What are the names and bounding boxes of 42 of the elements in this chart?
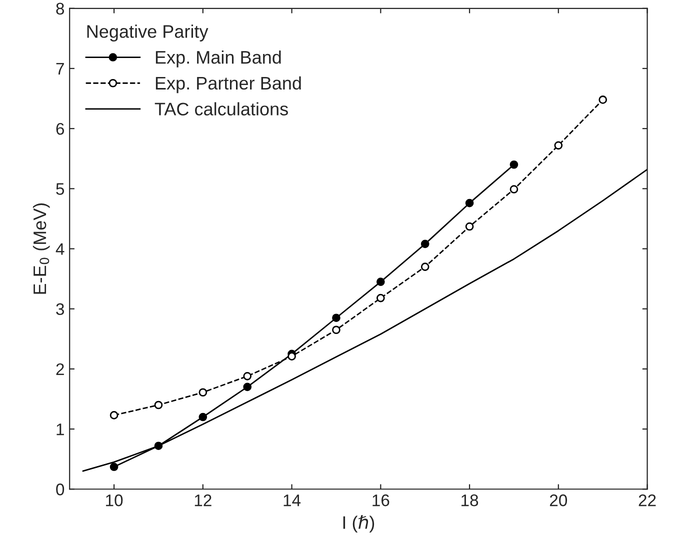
y-tick-label: 4 xyxy=(56,243,64,255)
point xyxy=(510,160,518,169)
point xyxy=(554,141,563,150)
x-tick-label: 10 xyxy=(106,494,123,506)
point xyxy=(376,278,385,286)
point xyxy=(332,314,340,322)
point xyxy=(110,462,118,472)
x-tick-label: 20 xyxy=(550,494,568,506)
point xyxy=(198,388,208,397)
y-tick-label: 5 xyxy=(56,183,64,195)
x-tick-label: 14 xyxy=(284,494,301,506)
point xyxy=(243,372,252,380)
legend-label: Exp. Main Band xyxy=(156,50,281,68)
y-axis-title: E-E$_{0}$ (MeV) xyxy=(32,203,50,294)
legend-title: Negative Parity xyxy=(87,24,208,42)
y-tick-label: 2 xyxy=(56,363,64,375)
y-tick-label: 8 xyxy=(56,2,64,15)
point xyxy=(598,96,608,104)
y-tick-label: 0 xyxy=(56,484,64,496)
x-tick-label: 16 xyxy=(372,494,390,506)
y-tick-label: 6 xyxy=(56,122,64,135)
x-axis-title: I (ℏ) xyxy=(343,515,374,533)
point xyxy=(154,400,163,410)
y-tick-label: 3 xyxy=(56,303,64,316)
line-series xyxy=(82,168,648,472)
y-tick-label: 1 xyxy=(56,424,64,436)
x-tick-label: 12 xyxy=(194,494,212,506)
point xyxy=(243,382,252,392)
x-tick-label: 18 xyxy=(462,494,478,506)
point xyxy=(465,198,474,208)
point xyxy=(420,240,430,248)
y-tick-label: 7 xyxy=(56,63,64,75)
point xyxy=(465,222,474,231)
point xyxy=(332,326,340,334)
point xyxy=(110,411,118,420)
point xyxy=(510,185,518,194)
x-tick-label: 22 xyxy=(638,494,656,506)
point xyxy=(420,262,430,271)
legend-label: TAC calculations xyxy=(154,102,288,116)
legend-label: Exp. Partner Band xyxy=(156,76,301,94)
point xyxy=(376,294,385,302)
point xyxy=(198,412,208,422)
